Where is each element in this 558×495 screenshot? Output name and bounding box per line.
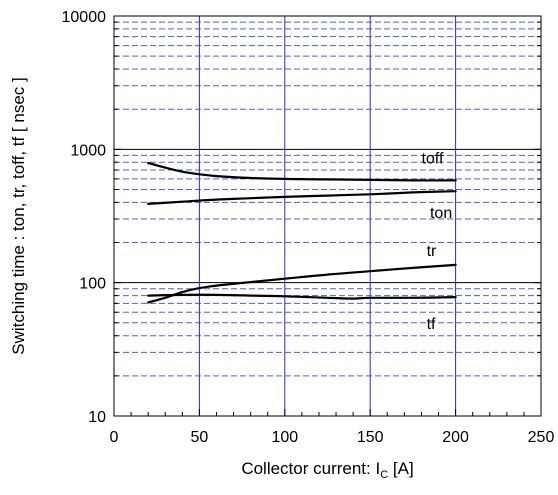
x-tick-label: 100	[271, 429, 298, 446]
annotation-tr: tr	[427, 243, 437, 260]
y-axis-title: Switching time : ton, tr, toff, tf [ nse…	[9, 77, 28, 354]
series-line-tf	[147, 293, 457, 300]
series-line-tr	[147, 263, 457, 304]
ticks-layer	[114, 21, 541, 416]
grid-layer	[114, 16, 541, 416]
plot-frame	[113, 15, 542, 417]
annotation-toff: toff	[421, 151, 444, 168]
curves-layer	[147, 161, 457, 304]
x-tick-label: 200	[442, 429, 469, 446]
x-tick-label: 50	[191, 429, 209, 446]
x-axis-title: Collector current: IC [A]	[241, 459, 413, 481]
series-line-toff	[147, 161, 457, 182]
annotation-ton: ton	[430, 205, 452, 222]
x-tick-label: 0	[110, 429, 119, 446]
y-tick-label: 10000	[62, 9, 107, 26]
series-line-ton	[147, 190, 457, 205]
annotations-layer: toff ton tr tf	[421, 151, 452, 333]
x-tick-label: 150	[357, 429, 384, 446]
y-tick-label: 10	[88, 409, 106, 426]
annotation-tf: tf	[427, 316, 436, 333]
y-tick-label: 1000	[70, 142, 106, 159]
x-tick-label: 250	[528, 429, 555, 446]
y-tick-label: 100	[79, 276, 106, 293]
labels-layer: 0 50 100 150 200 250 10 100 1000 10000	[62, 9, 555, 446]
